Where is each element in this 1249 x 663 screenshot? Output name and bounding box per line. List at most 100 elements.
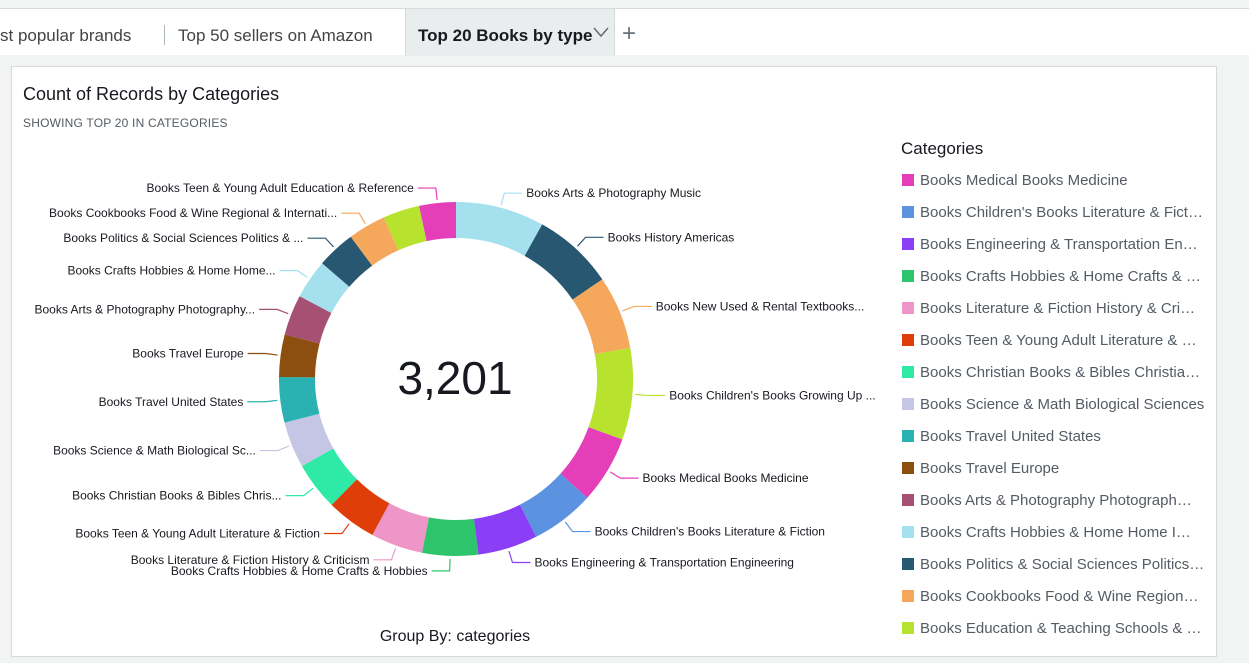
legend-label: Books Cookbooks Food & Wine Region… (920, 588, 1199, 605)
slice-data-label: Books Cookbooks Food & Wine Regional & I… (49, 206, 337, 220)
group-by-label: Group By: categories (380, 628, 530, 645)
donut-slice[interactable] (299, 263, 350, 314)
leader-line (577, 236, 604, 247)
leader-line (564, 521, 591, 533)
leader-line (285, 487, 314, 497)
donut-slice[interactable] (456, 202, 543, 256)
leader-line (259, 445, 290, 452)
donut-slice[interactable] (560, 427, 623, 498)
legend-swatch (902, 494, 914, 506)
total-count: 3,201 (397, 352, 512, 404)
tab-top-50-sellers[interactable]: Top 50 sellers on Amazon (178, 26, 373, 45)
legend-swatch (902, 174, 914, 186)
legend-item[interactable]: Books Engineering & Transportation En… (901, 235, 1211, 255)
slice-data-label: Books Crafts Hobbies & Home Crafts & Hob… (171, 564, 428, 578)
donut-slice[interactable] (372, 503, 429, 553)
legend-swatch (902, 526, 914, 538)
leader-line (635, 393, 666, 397)
legend-item[interactable]: Books Travel United States (901, 427, 1211, 447)
legend-item[interactable]: Books Literature & Fiction History & Cri… (901, 299, 1211, 319)
slice-data-label: Books Crafts Hobbies & Home Home... (67, 264, 275, 278)
legend-item[interactable]: Books Arts & Photography Photograph… (901, 491, 1211, 511)
legend-label: Books Christian Books & Bibles Christia… (920, 364, 1201, 381)
slice-data-label: Books Christian Books & Bibles Chris... (72, 489, 281, 503)
legend-item[interactable]: Books Teen & Young Adult Literature & … (901, 331, 1211, 351)
legend-swatch (902, 590, 914, 602)
legend-swatch (902, 622, 914, 634)
donut-slice[interactable] (279, 334, 320, 378)
donut-slice[interactable] (473, 504, 537, 555)
legend-swatch (902, 302, 914, 314)
slice-data-label: Books Children's Books Literature & Fict… (595, 525, 825, 539)
legend-swatch (902, 398, 914, 410)
donut-slice[interactable] (519, 473, 588, 537)
slice-data-label: Books History Americas (608, 230, 735, 244)
donut-slice[interactable] (572, 279, 631, 355)
tab-bar: st popular brands Top 50 sellers on Amaz… (0, 8, 1249, 56)
legend-item[interactable]: Books Crafts Hobbies & Home Crafts & … (901, 267, 1211, 287)
legend-item[interactable]: Books Children's Books Literature & Fict… (901, 203, 1211, 223)
legend-swatch (902, 270, 914, 282)
add-tab-icon[interactable]: + (622, 20, 637, 47)
legend-swatch (902, 238, 914, 250)
slice-data-label: Books Teen & Young Adult Education & Ref… (147, 181, 415, 195)
slice-data-label: Books Science & Math Biological Sc... (53, 444, 256, 458)
donut-slice[interactable] (331, 479, 390, 535)
legend-label: Books Arts & Photography Photograph… (920, 492, 1192, 509)
legend-item[interactable]: Books Christian Books & Bibles Christia… (901, 363, 1211, 383)
legend-label: Books Crafts Hobbies & Home Home I… (920, 524, 1191, 541)
legend-swatch (902, 366, 914, 378)
donut-slice[interactable] (284, 296, 332, 344)
donut-slice[interactable] (524, 224, 603, 300)
legend-label: Books Children's Books Literature & Fict… (920, 204, 1203, 221)
donut-slice[interactable] (421, 517, 479, 556)
donut-slice[interactable] (279, 376, 320, 423)
slice-data-label: Books Arts & Photography Photography... (34, 302, 255, 316)
legend-item[interactable]: Books Medical Books Medicine (901, 171, 1211, 191)
legend-swatch (902, 206, 914, 218)
donut-slice[interactable] (383, 205, 427, 251)
visual-panel: Count of Records by Categories SHOWING T… (11, 66, 1217, 657)
leader-line (247, 352, 278, 356)
tab-separator (164, 25, 165, 45)
donut-slice[interactable] (419, 202, 456, 242)
legend-item[interactable]: Books Politics & Social Sciences Politic… (901, 555, 1211, 575)
legend-item[interactable]: Books Science & Math Biological Sciences (901, 395, 1211, 415)
chevron-down-icon[interactable] (592, 25, 610, 39)
visual-title: Count of Records by Categories (23, 84, 280, 104)
slice-data-label: Books Teen & Young Adult Literature & Fi… (75, 526, 320, 540)
slice-data-label: Books Medical Books Medicine (642, 471, 808, 485)
leader-line (247, 399, 278, 403)
legend-swatch (902, 334, 914, 346)
donut-slice[interactable] (350, 217, 399, 266)
leader-line (373, 548, 397, 561)
donut-chart: Books Arts & Photography Music Books Hist… (34, 181, 875, 645)
leader-line (622, 305, 652, 312)
legend-label: Books Crafts Hobbies & Home Crafts & … (920, 268, 1201, 285)
slice-data-label: Books Politics & Social Sciences Politic… (63, 231, 303, 245)
donut-slice[interactable] (588, 347, 634, 440)
slice-data-label: Books New Used & Rental Textbooks... (656, 299, 865, 313)
slice-data-label: Books Arts & Photography Music (526, 186, 701, 200)
legend-label: Books Engineering & Transportation En… (920, 236, 1198, 253)
donut-slice[interactable] (322, 236, 373, 287)
slice-data-label: Books Travel United States (99, 395, 244, 409)
tab-most-popular-brands[interactable]: st popular brands (0, 26, 132, 45)
legend-swatch (902, 462, 914, 474)
legend-title: Categories (901, 139, 984, 158)
legend-item[interactable]: Books Crafts Hobbies & Home Home I… (901, 523, 1211, 543)
leader-line (259, 308, 289, 315)
legend-item[interactable]: Books Cookbooks Food & Wine Region… (901, 587, 1211, 607)
leader-line (323, 523, 350, 535)
leader-line (307, 237, 335, 248)
donut-slice[interactable] (301, 448, 357, 505)
legend-label: Books Education & Teaching Schools & … (920, 620, 1202, 637)
leader-line (341, 212, 366, 224)
legend-item[interactable]: Books Travel Europe (901, 459, 1211, 479)
legend-item[interactable]: Books Education & Teaching Schools & … (901, 619, 1211, 639)
tab-top-20-books[interactable]: Top 20 Books by type (405, 9, 615, 56)
leader-line (417, 187, 438, 201)
donut-slice[interactable] (284, 413, 334, 467)
legend-swatch (902, 430, 914, 442)
legend-swatch (902, 558, 914, 570)
